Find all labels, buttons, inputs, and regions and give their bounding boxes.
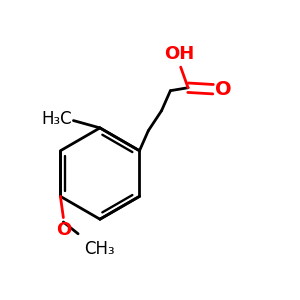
Text: CH₃: CH₃ [84, 240, 115, 258]
Text: OH: OH [164, 45, 194, 63]
Text: H₃C: H₃C [41, 110, 72, 128]
Text: O: O [215, 80, 232, 99]
Text: O: O [56, 220, 72, 238]
